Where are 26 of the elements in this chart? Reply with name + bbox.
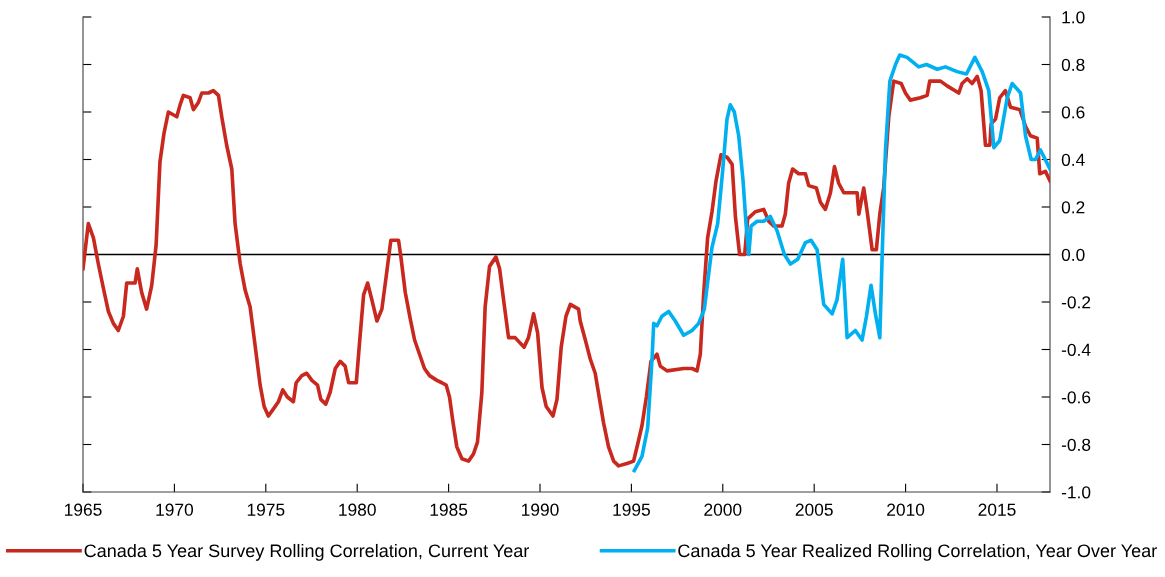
- x-tick-label: 1990: [522, 503, 559, 516]
- y-tick-label: 0.2: [1061, 201, 1085, 214]
- y-tick-label: -0.2: [1061, 296, 1091, 309]
- y-tick-label: -0.6: [1061, 391, 1091, 404]
- y-tick-label: -1.0: [1061, 486, 1091, 499]
- y-tick-label: 0.4: [1061, 153, 1085, 166]
- x-tick-label: 1980: [339, 503, 376, 516]
- x-tick-label: 2005: [795, 503, 833, 516]
- x-tick-label: 2000: [704, 503, 742, 516]
- legend-label: Canada 5 Year Realized Rolling Correlation, Year Over Year: [678, 543, 1157, 561]
- y-tick-label: 1.0: [1062, 11, 1085, 24]
- line-series: [83, 74, 1050, 468]
- line-series: [632, 53, 1050, 473]
- x-tick-label: 1995: [613, 503, 650, 516]
- y-tick-label: -0.4: [1061, 343, 1091, 356]
- x-tick-label: 2015: [978, 503, 1016, 516]
- x-tick-label: 1975: [247, 503, 285, 516]
- y-tick-label: 0.8: [1061, 58, 1085, 71]
- x-tick-label: 2010: [887, 503, 925, 516]
- y-tick-label: -0.8: [1061, 438, 1091, 451]
- y-tick-label: 0.0: [1061, 248, 1085, 261]
- x-tick-label: 1965: [65, 503, 102, 516]
- x-tick-label: 1970: [156, 503, 194, 516]
- legend-label: Canada 5 Year Survey Rolling Correlation, Current Year: [84, 543, 530, 561]
- y-tick-label: 0.6: [1061, 106, 1085, 119]
- x-tick-label: 1985: [430, 503, 468, 516]
